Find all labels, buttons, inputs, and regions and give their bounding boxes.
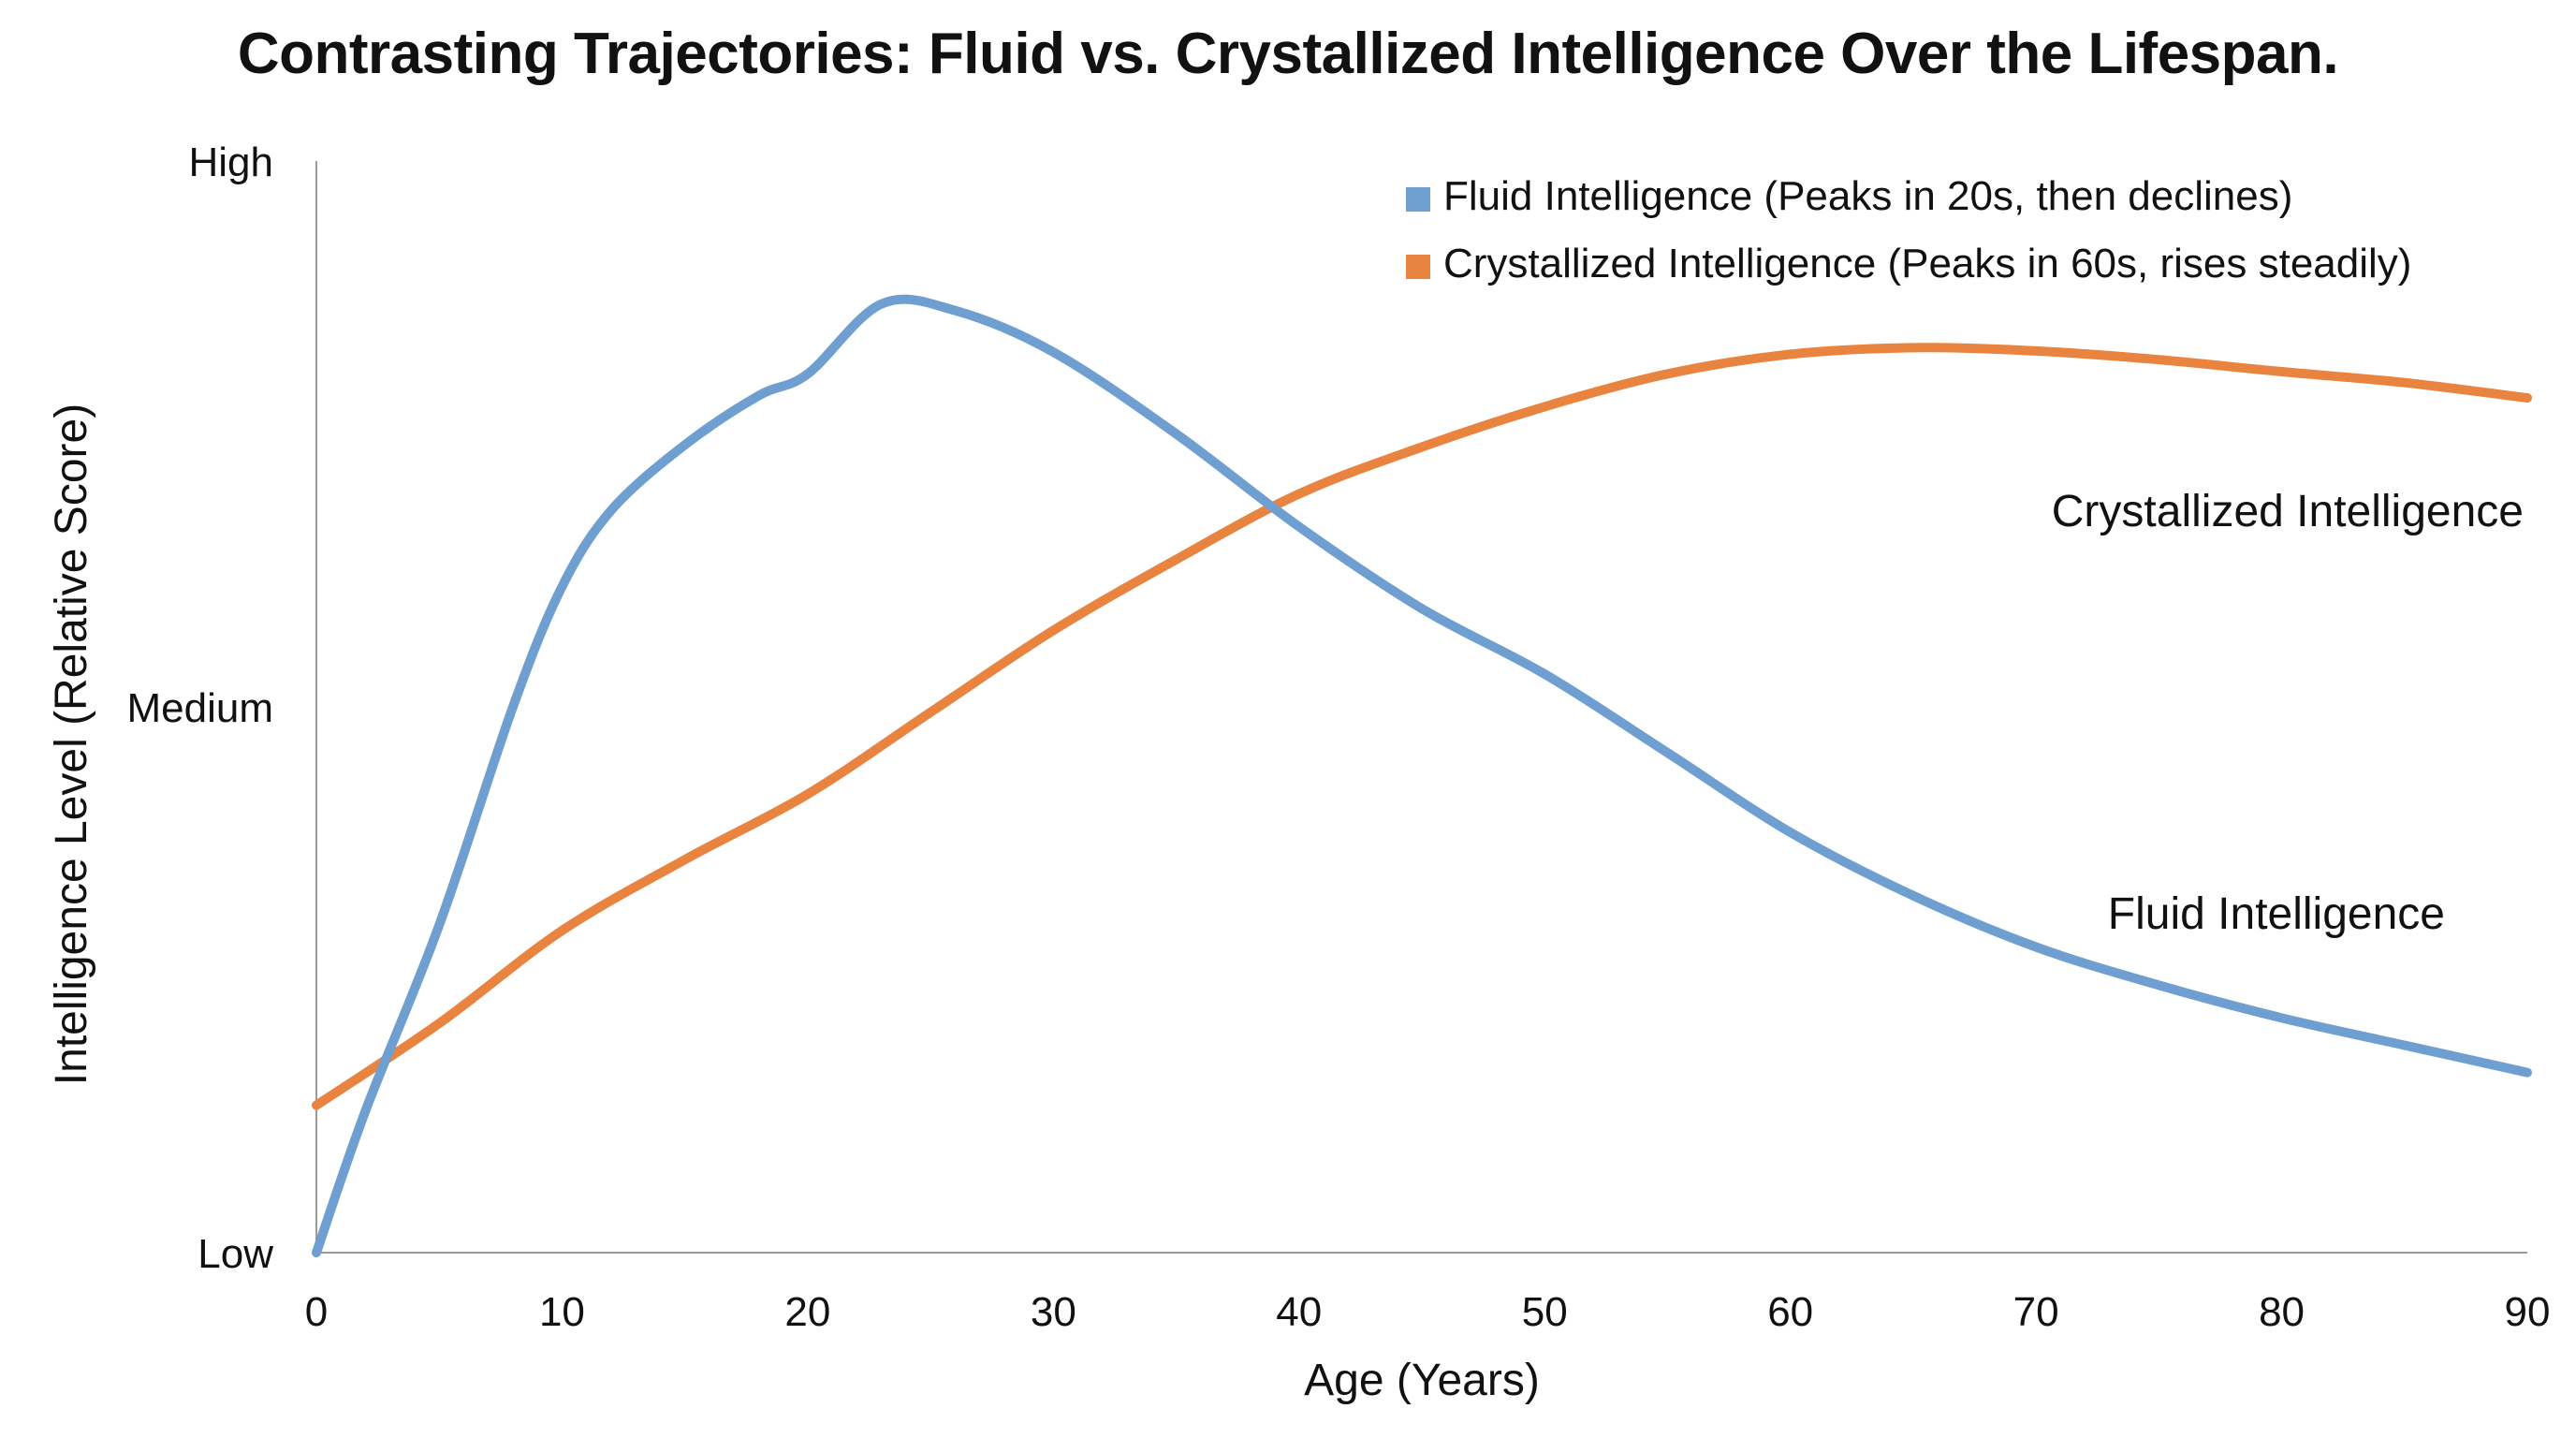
fluid-intelligence-line: [312, 294, 2532, 1257]
x-tick-label: 40: [1276, 1289, 1322, 1335]
chart-title: Contrasting Trajectories: Fluid vs. Crys…: [237, 22, 2339, 86]
x-tick-label: 90: [2505, 1289, 2551, 1335]
x-axis-label: Age (Years): [1304, 1356, 1540, 1405]
y-tick-label: Low: [198, 1231, 273, 1277]
x-tick-labels: 0 10 20 30 40 50 60 70 80 90: [305, 1289, 2551, 1335]
x-tick-label: 80: [2259, 1289, 2305, 1335]
x-tick-label: 50: [1522, 1289, 1568, 1335]
crystallized-curve-label: Crystallized Intelligence: [2052, 487, 2524, 536]
legend-swatch-crystallized: [1406, 255, 1430, 279]
x-tick-label: 60: [1767, 1289, 1813, 1335]
x-tick-label: 70: [2013, 1289, 2059, 1335]
y-tick-label: Medium: [127, 685, 274, 731]
legend-swatch-fluid: [1406, 187, 1430, 212]
y-tick-labels: Low Medium High: [127, 139, 274, 1277]
legend: Fluid Intelligence (Peaks in 20s, then d…: [1406, 173, 2411, 286]
x-tick-label: 20: [784, 1289, 830, 1335]
y-tick-label: High: [189, 139, 274, 185]
x-tick-label: 10: [539, 1289, 585, 1335]
series-lines: [312, 294, 2532, 1257]
axes: [315, 161, 2527, 1254]
crystallized-intelligence-line: [312, 343, 2532, 1110]
y-axis-label: Intelligence Level (Relative Score): [47, 404, 96, 1085]
legend-label-fluid: Fluid Intelligence (Peaks in 20s, then d…: [1443, 173, 2292, 219]
x-tick-label: 30: [1031, 1289, 1076, 1335]
fluid-curve-label: Fluid Intelligence: [2108, 889, 2445, 939]
x-tick-label: 0: [305, 1289, 328, 1335]
legend-label-crystallized: Crystallized Intelligence (Peaks in 60s,…: [1443, 241, 2411, 286]
